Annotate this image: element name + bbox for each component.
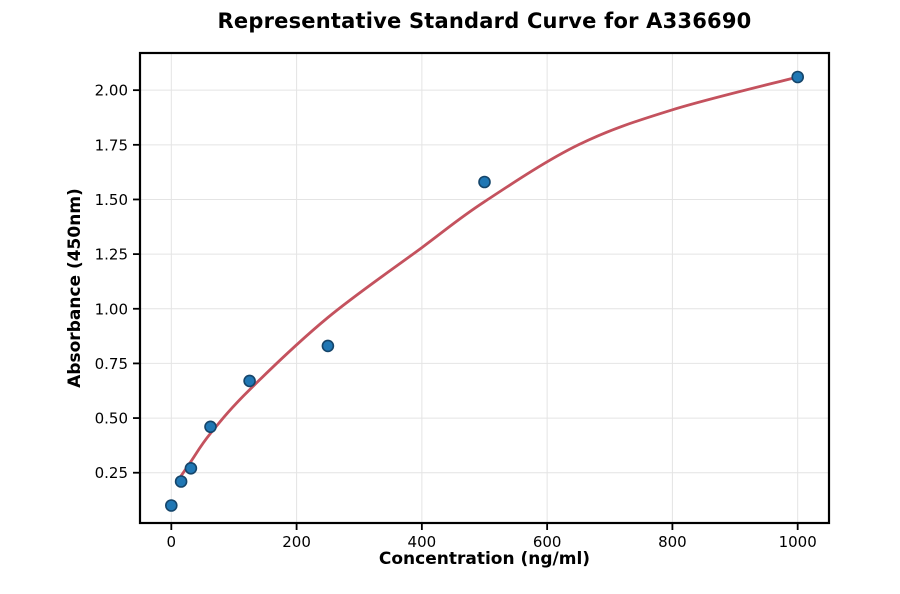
data-point xyxy=(243,374,256,388)
x-tick-label: 400 xyxy=(408,533,437,551)
data-point xyxy=(204,420,217,434)
data-point xyxy=(478,175,491,189)
y-tick-label: 0.75 xyxy=(95,355,128,373)
fit-curve xyxy=(178,75,800,480)
y-tick-label: 0.25 xyxy=(95,464,128,482)
x-tick-label: 800 xyxy=(658,533,687,551)
chart-title: Representative Standard Curve for A33669… xyxy=(217,9,752,33)
x-tick-label: 0 xyxy=(167,533,177,551)
y-tick-label: 1.75 xyxy=(95,136,128,154)
x-tick-label: 1000 xyxy=(779,533,817,551)
data-point xyxy=(791,70,805,84)
y-tick-label: 1.00 xyxy=(95,300,128,318)
y-tick-label: 1.50 xyxy=(95,191,128,209)
data-point xyxy=(165,499,178,512)
y-tick-label: 1.25 xyxy=(95,246,128,264)
axis-frame xyxy=(138,51,831,525)
x-tick-label: 600 xyxy=(533,533,562,551)
x-axis-label: Concentration (ng/ml) xyxy=(378,549,591,569)
data-point xyxy=(184,461,198,475)
data-point xyxy=(321,339,335,353)
data-point xyxy=(174,475,188,488)
x-tick-label: 200 xyxy=(282,533,311,551)
y-tick-label: 0.50 xyxy=(95,410,128,428)
y-tick-label: 2.00 xyxy=(95,82,128,100)
